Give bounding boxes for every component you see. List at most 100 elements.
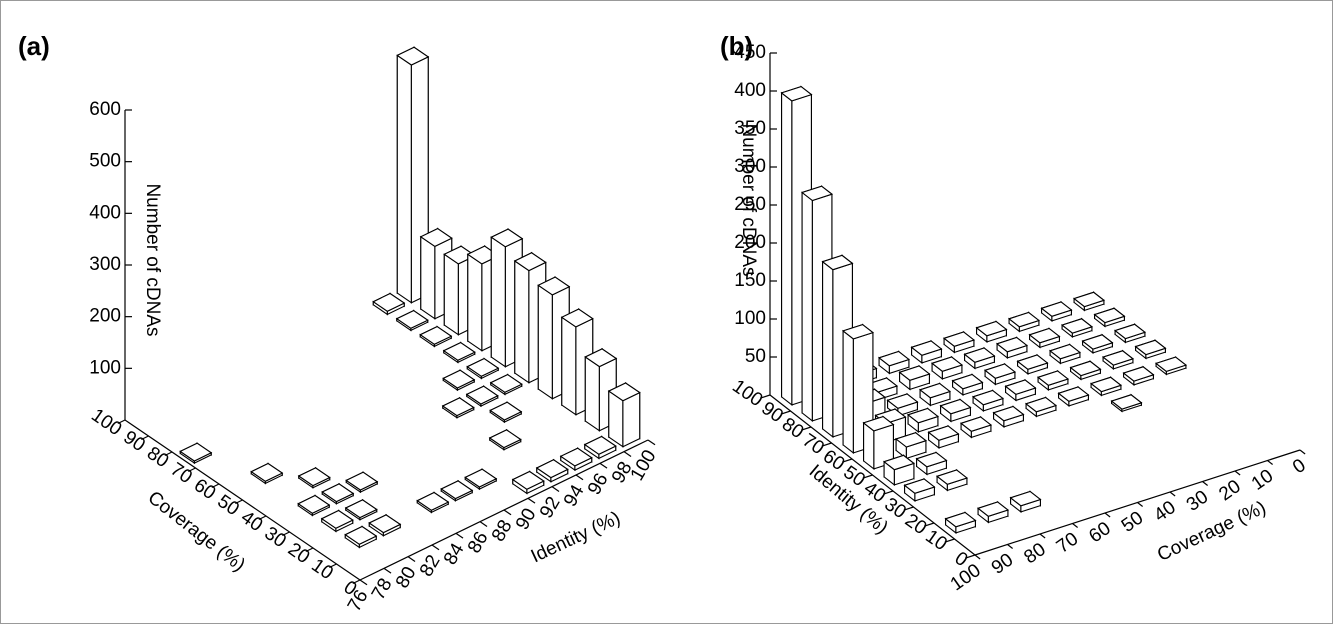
bar: [535, 458, 569, 483]
bar: [372, 292, 406, 316]
x-tick: [407, 556, 416, 562]
bar: [975, 320, 1008, 344]
bar-face: [781, 91, 793, 407]
x-tick: [359, 579, 368, 586]
y-tick: [1039, 533, 1046, 539]
bar: [419, 325, 453, 348]
bar-top: [419, 325, 453, 345]
bar-top: [395, 309, 429, 329]
x-tick: [924, 522, 935, 527]
bar-top: [368, 514, 402, 534]
bar-top: [489, 373, 523, 393]
x-tick: [383, 567, 392, 574]
bar: [1134, 339, 1167, 360]
bar: [877, 350, 911, 375]
x-tick: [965, 554, 976, 559]
bar: [906, 407, 940, 434]
y-tick: [164, 451, 173, 457]
bar-top: [918, 382, 952, 399]
y-tick: [1267, 460, 1273, 465]
x-tick: [623, 451, 632, 457]
bar: [464, 468, 498, 491]
bar-top: [419, 227, 453, 248]
bar-top: [1110, 394, 1143, 410]
z-tick-label: 100: [734, 308, 766, 329]
bar-top: [344, 499, 378, 519]
bar-top: [442, 341, 476, 361]
bar-top: [297, 494, 331, 514]
bar-top: [800, 185, 834, 202]
bar-top: [344, 525, 378, 545]
bar-top: [441, 397, 475, 417]
x-tick: [527, 497, 536, 504]
bar-top: [971, 389, 1005, 406]
z-tick-label: 50: [745, 346, 766, 367]
x-tick: [575, 474, 584, 481]
bar: [1057, 385, 1090, 408]
bar-top: [1009, 490, 1042, 507]
bar-top: [1122, 366, 1155, 382]
bar-top: [821, 254, 854, 271]
bar: [584, 347, 618, 432]
bar: [944, 511, 977, 535]
bar-face: [584, 355, 600, 432]
bar: [1072, 291, 1106, 312]
bar-top: [894, 432, 928, 448]
bar-top: [898, 365, 931, 381]
x-tick: [903, 506, 914, 511]
bar-top: [1093, 307, 1126, 324]
bar: [1093, 307, 1126, 328]
y-tick: [1202, 481, 1208, 486]
bar: [489, 373, 523, 396]
bar: [935, 468, 969, 492]
y-tick: [235, 499, 243, 505]
bar: [442, 341, 476, 364]
bar: [368, 513, 402, 537]
bar-top: [250, 462, 284, 482]
z-tick-label: 150: [734, 270, 766, 291]
y-tick: [974, 554, 981, 560]
bar: [992, 405, 1025, 429]
bar-top: [963, 347, 996, 363]
z-tick-label: 250: [734, 194, 766, 215]
y-tick: [1104, 512, 1111, 518]
bar-top: [841, 323, 875, 340]
bar: [942, 330, 976, 354]
bar: [1110, 393, 1143, 413]
bar: [1113, 323, 1147, 344]
y-tick: [1007, 544, 1013, 549]
bar: [915, 451, 948, 476]
bar: [466, 357, 500, 380]
bar-top: [321, 483, 355, 503]
bar: [959, 415, 993, 439]
bar: [559, 447, 593, 472]
bar-face: [490, 236, 506, 368]
bar: [297, 494, 331, 517]
bar-face: [822, 260, 834, 439]
bar-face: [801, 191, 813, 423]
bar: [995, 336, 1029, 360]
bar: [442, 369, 476, 392]
bar-top: [886, 393, 919, 409]
bar: [1101, 349, 1135, 371]
y-tick: [1137, 502, 1143, 507]
bar: [250, 462, 284, 485]
bar-top: [560, 308, 594, 328]
bar-top: [992, 405, 1025, 422]
bar: [976, 500, 1010, 524]
y-tick: [188, 467, 196, 473]
z-tick-label: 300: [734, 156, 766, 177]
bar: [971, 389, 1005, 413]
bar-top: [915, 451, 948, 468]
bar: [1009, 490, 1042, 514]
bar: [1016, 353, 1049, 376]
bar-top: [1072, 291, 1106, 308]
y-tick: [117, 419, 126, 425]
bar-top: [1057, 386, 1090, 402]
bar-face: [467, 253, 483, 352]
bar-top: [1007, 311, 1041, 328]
y-tick: [258, 515, 267, 521]
bar: [440, 479, 474, 502]
z-tick-label: 600: [89, 99, 121, 120]
bar-top: [910, 340, 943, 356]
